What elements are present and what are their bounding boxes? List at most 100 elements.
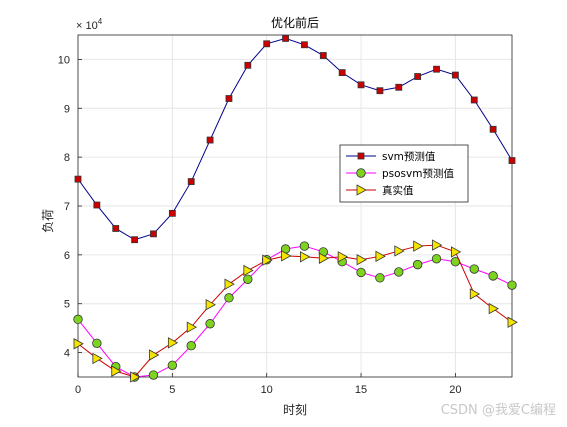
- data-point: [394, 245, 405, 257]
- watermark: CSDN @我爱C编程: [441, 403, 556, 418]
- data-point: [375, 273, 385, 283]
- data-point: [186, 321, 198, 333]
- data-point: [130, 371, 141, 383]
- data-point: [508, 157, 516, 164]
- x-tick-label: 5: [169, 384, 175, 396]
- data-point: [73, 338, 84, 350]
- data-point: [167, 360, 178, 370]
- data-point: [73, 314, 83, 325]
- data-point: [205, 319, 215, 329]
- data-point: [469, 264, 479, 274]
- data-point: [243, 264, 254, 277]
- y-tick-label: 10: [58, 54, 70, 66]
- data-point: [224, 293, 234, 303]
- y-tick-label: 4: [64, 348, 70, 360]
- data-point: [92, 338, 102, 348]
- data-point: [395, 83, 403, 91]
- y-axis-exponent: × 104: [76, 17, 103, 32]
- legend-label: 真实值: [382, 184, 414, 197]
- legend-item: 真实值: [346, 184, 414, 197]
- data-series: [73, 35, 518, 383]
- data-point: [394, 267, 404, 277]
- data-point: [375, 250, 386, 263]
- data-point: [414, 73, 422, 80]
- data-point: [433, 65, 440, 73]
- data-point: [488, 271, 498, 281]
- data-point: [224, 278, 235, 290]
- data-point: [168, 209, 176, 217]
- data-point: [150, 230, 157, 238]
- data-point: [244, 61, 252, 69]
- data-point: [301, 41, 308, 49]
- data-point: [356, 267, 366, 278]
- series-0: [74, 35, 516, 244]
- data-point: [412, 259, 423, 270]
- legend-marker: [356, 168, 366, 178]
- y-tick-label: 9: [64, 103, 70, 115]
- legend-item: psosvm预测值: [346, 167, 454, 180]
- data-point: [507, 280, 517, 290]
- data-point: [432, 239, 443, 251]
- data-point: [451, 71, 459, 79]
- data-point: [356, 254, 367, 266]
- chart-title: 优化前后: [271, 15, 319, 30]
- data-point: [111, 365, 122, 377]
- data-point: [186, 341, 196, 351]
- data-point: [225, 95, 233, 102]
- legend-label: psosvm预测值: [382, 167, 454, 180]
- data-point: [148, 370, 159, 380]
- data-point: [92, 352, 103, 365]
- y-tick-label: 5: [64, 299, 70, 311]
- data-point: [131, 236, 139, 244]
- x-axis-label: 时刻: [283, 403, 307, 417]
- legend-label: svm预测值: [382, 150, 436, 163]
- data-point: [299, 241, 310, 251]
- data-point: [357, 81, 365, 89]
- data-point: [489, 125, 497, 133]
- legend-item: svm预测值: [346, 150, 436, 163]
- x-axis-ticks: 0 5 10 15 20: [75, 373, 462, 396]
- y-axis-ticks: 4 5 6 7 8 9 10: [58, 54, 82, 360]
- data-point: [470, 96, 478, 104]
- data-point: [450, 246, 462, 258]
- y-tick-label: 6: [64, 250, 70, 262]
- y-tick-label: 7: [64, 201, 70, 213]
- y-axis-label: 负荷: [41, 209, 55, 233]
- x-tick-label: 15: [355, 384, 367, 396]
- data-point: [376, 87, 384, 95]
- data-point: [74, 175, 82, 183]
- data-point: [187, 178, 195, 185]
- x-tick-label: 0: [75, 384, 81, 396]
- data-point: [281, 250, 292, 262]
- data-point: [149, 349, 160, 361]
- x-tick-label: 10: [261, 384, 273, 396]
- data-point: [167, 337, 179, 349]
- y-axis-exponent-power: 4: [98, 17, 103, 26]
- legend-marker: [356, 184, 367, 196]
- data-point: [263, 40, 271, 48]
- data-point: [93, 201, 101, 209]
- series-1: [73, 241, 517, 382]
- data-point: [282, 35, 289, 42]
- data-point: [488, 302, 499, 315]
- y-tick-label: 8: [64, 152, 70, 164]
- data-point: [262, 254, 273, 266]
- data-point: [337, 251, 348, 263]
- data-point: [413, 240, 424, 252]
- data-point: [469, 288, 481, 300]
- data-point: [319, 52, 327, 59]
- y-axis-exponent-base: × 10: [76, 20, 98, 32]
- data-point: [300, 251, 311, 263]
- data-point: [206, 136, 214, 144]
- data-point: [112, 225, 120, 232]
- data-point: [507, 316, 518, 328]
- data-point: [243, 274, 253, 284]
- x-tick-label: 20: [449, 384, 461, 396]
- series-2: [73, 239, 518, 383]
- data-point: [318, 252, 330, 264]
- data-point: [431, 254, 442, 264]
- legend-marker: [357, 152, 365, 160]
- data-point: [338, 69, 346, 77]
